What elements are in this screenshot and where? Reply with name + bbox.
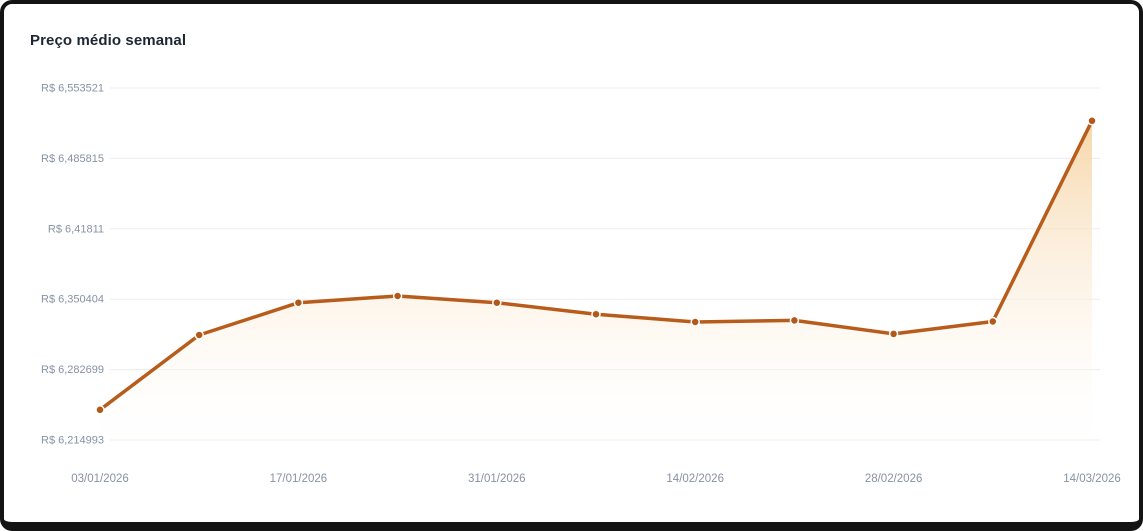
data-point-marker[interactable] [690,317,700,327]
y-axis-tick-label: R$ 6,350404 [41,294,104,306]
x-axis-tick-label: 28/02/2026 [865,473,923,485]
data-point-marker[interactable] [591,309,601,319]
data-point-marker[interactable] [392,291,403,301]
y-axis-tick-label: R$ 6,214993 [41,435,104,447]
series-area-fill [100,120,1092,441]
y-axis-tick-label: R$ 6,485815 [41,153,104,165]
y-axis-tick-label: R$ 6,282699 [41,364,104,376]
x-axis-tick-label: 03/01/2026 [71,473,129,485]
data-point-marker[interactable] [1087,116,1097,126]
x-axis-tick-label: 14/02/2026 [666,473,724,485]
data-point-marker[interactable] [988,316,998,327]
data-point-markers [95,116,1097,415]
x-axis-tick-label: 17/01/2026 [270,473,328,485]
x-axis-labels: 03/01/2026 17/01/2026 31/01/2026 14/02/2026… [71,473,1121,485]
data-point-marker[interactable] [789,315,800,326]
data-point-marker[interactable] [888,329,899,339]
y-axis-tick-label: R$ 6,553521 [41,83,104,95]
x-axis-tick-label: 14/03/2026 [1063,473,1121,485]
data-point-marker[interactable] [492,297,502,308]
chart-title: Preço médio semanal [30,32,187,49]
data-point-marker[interactable] [293,297,304,308]
data-point-marker[interactable] [95,405,105,415]
x-axis-tick-label: 31/01/2026 [468,473,526,485]
data-point-marker[interactable] [194,330,204,340]
y-axis-tick-label: R$ 6,41811 [48,223,104,235]
y-axis-labels: R$ 6,214993 R$ 6,282699 R$ 6,350404 R$ 6,41… [41,83,104,447]
